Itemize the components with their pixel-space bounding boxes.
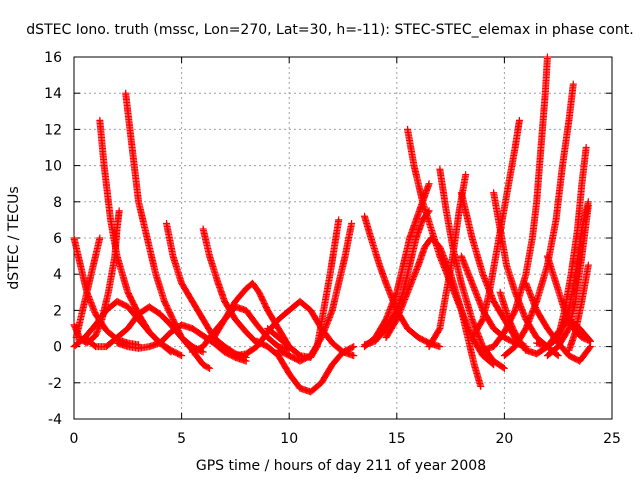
data-point	[206, 364, 214, 372]
data-point	[204, 364, 212, 372]
y-tick-label: 6	[53, 231, 62, 247]
data-series	[479, 53, 551, 354]
x-axis-title: GPS time / hours of day 211 of year 2008	[196, 458, 486, 474]
x-tick-labels: 0 5 10 15 20 25	[70, 431, 621, 447]
data-series	[70, 234, 143, 349]
chart-title: dSTEC Iono. truth (mssc, Lon=270, Lat=30…	[26, 22, 633, 38]
data-point	[515, 116, 523, 124]
data-point	[569, 80, 577, 88]
data-point	[242, 357, 250, 365]
y-tick-label: 12	[44, 122, 62, 138]
data-point	[477, 382, 485, 390]
data-point	[582, 144, 590, 151]
data-point	[462, 171, 470, 179]
data-point	[584, 261, 592, 269]
x-tick-label: 15	[388, 431, 406, 447]
data-point	[584, 201, 592, 209]
data-point	[500, 364, 508, 372]
data-point	[585, 337, 593, 345]
data-series	[382, 234, 485, 390]
axis-ticks	[73, 56, 613, 420]
y-tick-label: -4	[48, 412, 62, 428]
data-series	[500, 80, 577, 360]
data-point	[425, 180, 433, 188]
data-point	[335, 216, 343, 224]
data-point	[586, 337, 594, 345]
y-tick-label: 8	[53, 195, 62, 211]
data-series	[565, 261, 592, 354]
y-tick-labels: -4 -2 0 2 4 6 8 10 12 14 16	[44, 50, 62, 428]
y-axis-title: dSTEC / TECUs	[6, 186, 22, 289]
y-tick-label: 10	[44, 159, 62, 175]
data-point	[96, 234, 104, 242]
data-series	[264, 216, 343, 361]
y-tick-label: -2	[48, 376, 62, 392]
data-point	[499, 364, 507, 372]
data-series	[468, 116, 523, 342]
y-tick-label: 2	[53, 303, 62, 319]
x-tick-label: 20	[495, 431, 513, 447]
data-point	[350, 352, 358, 360]
data-series	[72, 234, 104, 342]
data-point	[115, 207, 123, 215]
data-point	[176, 351, 184, 359]
data-series	[554, 144, 590, 342]
data-series	[543, 201, 592, 360]
data-series	[253, 337, 358, 396]
data-point	[178, 352, 186, 360]
y-tick-label: 4	[53, 267, 62, 283]
data-point	[553, 351, 561, 359]
data-point	[348, 343, 356, 351]
x-tick-label: 10	[280, 431, 298, 447]
data-point	[586, 344, 594, 352]
y-tick-label: 0	[53, 340, 62, 356]
y-tick-label: 14	[44, 86, 62, 102]
data-point	[350, 343, 358, 351]
data-point	[554, 352, 562, 360]
data-point	[348, 220, 356, 228]
x-tick-label: 0	[70, 431, 79, 447]
data-point	[543, 53, 551, 61]
y-tick-label: 16	[44, 50, 62, 66]
x-tick-label: 25	[603, 431, 621, 447]
data-series	[436, 165, 508, 372]
x-tick-label: 5	[177, 431, 186, 447]
data-series	[361, 180, 433, 351]
data-marks	[70, 53, 594, 396]
data-point	[436, 343, 444, 351]
